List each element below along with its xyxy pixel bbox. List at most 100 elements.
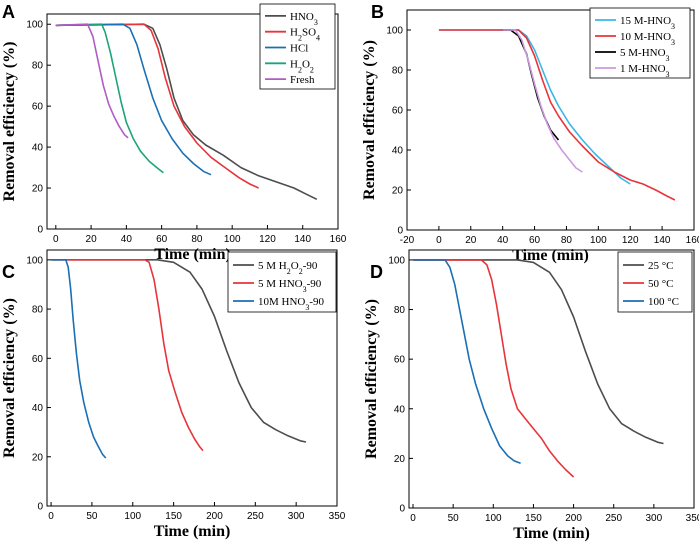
y-tick-label: 100 [388,255,405,266]
x-tick-label: 100 [590,235,607,246]
y-tick-label: 40 [32,143,44,154]
panel-D: 0 50 100 150 200 250 300 350 0 20 40 60 80 100 Time (m… [363,249,699,542]
panel-C: 0 50 100 150 200 250 300 350 0 20 40 60 80 100 Time (m… [1,249,346,540]
series-line [55,23,164,174]
y-tick-label: 80 [392,66,404,77]
x-tick-label: 120 [622,235,639,246]
series-line [51,259,107,459]
y-axis-label: Removal efficiency (%) [1,42,18,202]
y-tick-label: 80 [32,305,44,316]
legend-entry: HCl [290,43,308,55]
plot-frame [408,249,695,509]
x-tick-label: 40 [497,235,509,246]
legend-entry: 100 °C [648,296,679,308]
x-tick-label: 300 [646,513,663,524]
legend-entry: 1 M-HNO3 [620,63,670,79]
series-line [413,259,664,445]
x-tick-label: 60 [156,234,168,245]
legend-entry: 5 M HNO3-90 [258,278,322,294]
x-tick-label: 80 [191,234,203,245]
legend-entry: 5 M H2O2-90 [258,260,318,276]
x-tick-label: 350 [329,511,346,522]
legend-entry: 5 M-HNO3 [620,47,670,63]
x-tick-label: -20 [400,235,415,246]
x-tick-label: 0 [48,511,54,522]
series-line [55,23,259,189]
y-tick-label: 40 [394,404,406,415]
legend-box [259,3,336,90]
legend-entry: H2SO4 [290,27,320,43]
x-tick-label: 0 [410,513,416,524]
series-line [51,259,307,443]
plot-frame [46,249,338,507]
y-tick-label: 20 [32,184,44,195]
x-tick-label: 120 [259,234,276,245]
legend-entry: HNO3 [290,11,318,27]
y-tick-label: 40 [32,403,44,414]
series-line [438,29,631,185]
y-tick-label: 20 [392,186,404,197]
y-tick-label: 0 [399,504,405,515]
x-tick-label: 200 [206,511,223,522]
x-tick-label: 250 [605,513,622,524]
y-tick-label: 100 [386,26,403,37]
x-tick-label: 150 [165,511,182,522]
y-tick-label: 20 [394,454,406,465]
x-tick-label: 20 [86,234,98,245]
series-line [438,29,676,201]
y-axis-label: Removal efficiency (%) [363,299,380,459]
series-line [55,23,212,176]
x-tick-label: 0 [436,235,442,246]
y-tick-label: 80 [394,305,406,316]
x-tick-label: 50 [448,513,460,524]
x-tick-label: 140 [294,234,311,245]
x-axis-label: Time (min) [512,247,589,264]
panel-B: -20020406080100120140160020406080100Time… [361,2,699,264]
plot-frame [46,13,339,230]
x-tick-label: 160 [330,234,347,245]
y-tick-label: 0 [37,225,43,236]
x-tick-label: 300 [288,511,305,522]
legend-box [617,251,693,313]
y-tick-label: 100 [26,20,43,31]
x-tick-label: 80 [561,235,573,246]
legend-entry: Fresh [290,74,315,86]
x-tick-label: 40 [121,234,133,245]
legend-box [227,251,337,313]
y-tick-label: 60 [394,355,406,366]
legend-entry: H2O2 [290,58,314,74]
x-tick-label: 100 [485,513,502,524]
y-tick-label: 0 [397,226,403,237]
y-axis-label: Removal efficiency (%) [361,40,378,200]
x-tick-label: 0 [53,234,59,245]
series-line [51,259,204,452]
y-tick-label: 100 [26,255,43,266]
x-tick-label: 20 [465,235,477,246]
y-tick-label: 20 [32,452,44,463]
x-tick-label: 100 [124,511,141,522]
series-line [55,23,318,201]
y-tick-label: 60 [32,354,44,365]
y-tick-label: 40 [392,146,404,157]
panel-label: D [370,262,383,282]
y-tick-label: 80 [32,61,44,72]
y-tick-label: 0 [37,502,43,513]
x-tick-label: 100 [224,234,241,245]
series-line [502,29,583,173]
series-line [413,259,521,465]
panel-label: C [2,262,15,282]
x-tick-label: 350 [686,513,699,524]
x-axis-label: Time (min) [513,525,590,542]
legend-entry: 10 M-HNO3 [620,31,675,47]
series-line [55,23,129,139]
x-tick-label: 200 [565,513,582,524]
x-tick-label: 60 [529,235,541,246]
series-line [413,259,575,478]
legend-entry: 10M HNO3-90 [258,296,325,312]
y-axis-label: Removal efficiency (%) [1,298,18,458]
x-tick-label: 140 [654,235,671,246]
x-tick-label: 160 [686,235,699,246]
legend-entry: 50 °C [648,278,674,290]
x-tick-label: 50 [86,511,98,522]
